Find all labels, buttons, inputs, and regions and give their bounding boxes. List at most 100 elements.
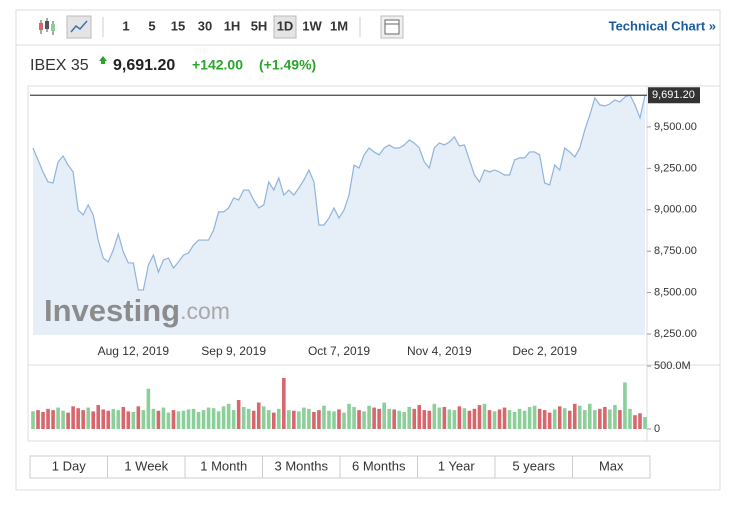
- volume-bar: [91, 411, 95, 429]
- interval[interactable]: 30: [198, 18, 212, 33]
- x-tick-label: Nov 4, 2019: [407, 344, 472, 358]
- watermark-suffix: .com: [180, 298, 230, 324]
- volume-bar: [216, 411, 221, 429]
- volume-bar: [66, 412, 70, 429]
- volume-bar: [537, 408, 542, 429]
- interval[interactable]: 15: [171, 18, 185, 33]
- volume-bar: [332, 411, 336, 429]
- volume-bar: [397, 410, 401, 429]
- volume-bar: [317, 410, 321, 429]
- volume-bar: [628, 408, 632, 429]
- calendar-icon[interactable]: [380, 15, 404, 39]
- volume-bar: [608, 409, 612, 429]
- volume-bar: [297, 411, 301, 429]
- watermark-main: Investing: [44, 293, 180, 328]
- range-button-label[interactable]: 1 Year: [438, 458, 476, 473]
- volume-bar: [412, 408, 417, 429]
- volume-bar: [141, 410, 146, 429]
- volume-bar: [352, 406, 356, 429]
- y-tick-label: 0: [654, 423, 660, 435]
- volume-bar: [477, 405, 482, 429]
- interval[interactable]: 1W: [302, 18, 322, 33]
- volume-bar: [41, 411, 45, 429]
- y-tick-label: 8,250.00: [654, 328, 697, 340]
- volume-bar: [287, 410, 291, 429]
- volume-bar: [547, 412, 552, 429]
- range-button-label[interactable]: 3 Months: [275, 458, 329, 473]
- volume-bar: [36, 410, 40, 429]
- volume-bar: [136, 406, 141, 429]
- range-button-label[interactable]: 1 Week: [124, 458, 168, 473]
- volume-bar: [507, 410, 512, 429]
- volume-bar: [76, 408, 80, 429]
- interval[interactable]: 1: [122, 18, 129, 33]
- volume-bar: [277, 408, 281, 429]
- volume-bar: [226, 403, 231, 429]
- watermark: Investing.com: [44, 293, 230, 328]
- instrument-name: IBEX 35: [30, 57, 89, 74]
- volume-bar: [256, 402, 261, 429]
- volume-bar: [111, 408, 116, 429]
- candle-icon[interactable]: [39, 18, 55, 35]
- volume-bar: [557, 406, 562, 429]
- volume-bar: [342, 412, 346, 429]
- volume-bar: [618, 410, 622, 429]
- volume-bar: [387, 408, 391, 429]
- interval[interactable]: 1D: [277, 18, 294, 33]
- volume-bar: [447, 409, 452, 429]
- volume-bar: [497, 409, 502, 429]
- volume-bar: [427, 410, 432, 429]
- volume-bar: [191, 408, 196, 429]
- volume-bar: [266, 410, 271, 429]
- volume-bar: [221, 406, 226, 429]
- volume-bar: [51, 410, 55, 429]
- volume-bar: [96, 405, 101, 429]
- line-icon[interactable]: [66, 15, 92, 39]
- volume-bar: [196, 411, 201, 429]
- technical-chart-link[interactable]: Technical Chart »: [609, 18, 716, 33]
- volume-bar: [417, 405, 422, 429]
- volume-bar: [186, 409, 191, 429]
- volume-bar: [307, 408, 311, 429]
- range-button-label[interactable]: 5 years: [512, 458, 555, 473]
- volume-bar: [181, 410, 186, 429]
- y-tick-label: 500.0M: [654, 360, 691, 372]
- volume-bar: [577, 405, 582, 429]
- volume-bar: [282, 377, 286, 429]
- x-tick-label: Oct 7, 2019: [308, 344, 370, 358]
- volume-bar: [116, 410, 121, 429]
- interval[interactable]: 1M: [330, 18, 348, 33]
- interval[interactable]: 1H: [224, 18, 241, 33]
- volume-bar: [567, 410, 572, 429]
- volume-bar: [482, 403, 487, 429]
- volume-bar: [522, 410, 527, 429]
- range-button-label[interactable]: 1 Day: [52, 458, 86, 473]
- volume-bar: [146, 388, 151, 429]
- volume-bar: [166, 412, 171, 429]
- interval[interactable]: 5H: [251, 18, 268, 33]
- volume-bar: [337, 409, 341, 429]
- volume-bar: [517, 408, 522, 429]
- range-button-label[interactable]: 6 Months: [352, 458, 406, 473]
- volume-bar: [156, 410, 161, 429]
- volume-bar: [643, 417, 647, 429]
- up-arrow-stem: [101, 61, 105, 64]
- range-button-label[interactable]: 1 Month: [200, 458, 247, 473]
- volume-bar: [437, 407, 442, 429]
- interval[interactable]: 5: [148, 18, 155, 33]
- volume-bar: [126, 411, 131, 429]
- volume-bar: [322, 405, 326, 429]
- volume-bar: [176, 411, 181, 429]
- volume-bar: [201, 410, 206, 429]
- volume-bar: [171, 410, 176, 429]
- volume-bar: [161, 407, 166, 429]
- volume-bar: [623, 382, 627, 429]
- volume-bar: [402, 411, 407, 429]
- volume-bar: [106, 410, 111, 429]
- range-button[interactable]: [572, 455, 651, 479]
- range-button-label[interactable]: Max: [599, 458, 624, 473]
- x-tick-label: Dec 2, 2019: [512, 344, 577, 358]
- volume-bar: [357, 410, 361, 429]
